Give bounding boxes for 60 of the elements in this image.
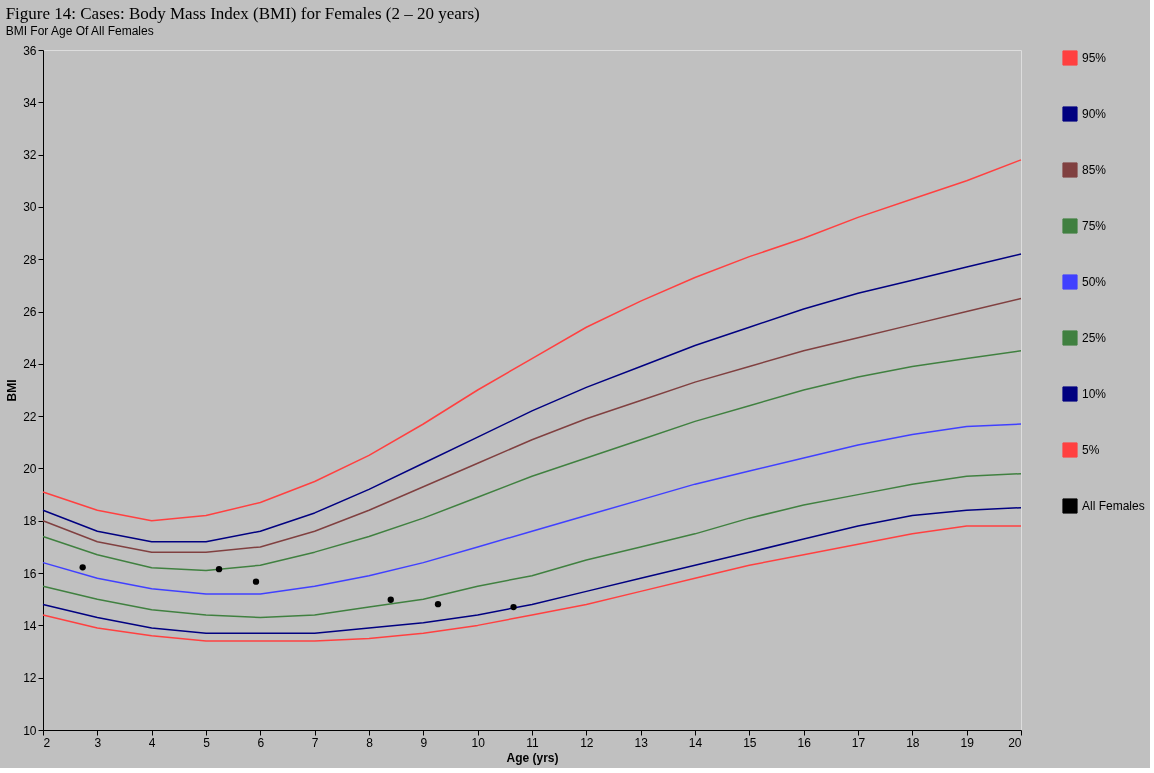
line-series xyxy=(42,423,1022,595)
y-tick-label: 20 xyxy=(23,461,37,476)
line-series xyxy=(42,350,1022,572)
x-tick-label: 18 xyxy=(906,735,920,750)
line-series xyxy=(42,472,1022,619)
y-tick-label: 26 xyxy=(23,305,37,320)
y-tick-label: 24 xyxy=(23,357,37,372)
legend-label: 5% xyxy=(1082,443,1100,457)
y-tick-label: 18 xyxy=(23,514,37,529)
x-tick-label: 4 xyxy=(148,735,156,750)
x-tick-label: 9 xyxy=(420,735,428,750)
point xyxy=(387,596,394,603)
legend-label: 90% xyxy=(1082,107,1107,121)
legend-label: 75% xyxy=(1082,219,1107,233)
y-tick-label: 14 xyxy=(23,618,37,633)
point xyxy=(252,578,260,585)
y-tick-label: 32 xyxy=(23,148,37,163)
x-tick-label: 16 xyxy=(797,735,812,750)
x-tick-label: 3 xyxy=(94,735,102,750)
y-tick-label: 28 xyxy=(23,252,37,267)
x-tick-label: 14 xyxy=(688,735,703,750)
x-tick-label: 12 xyxy=(580,735,594,750)
x-tick-label: 2 xyxy=(43,735,51,750)
line-series xyxy=(42,297,1022,553)
legend-label: All Females xyxy=(1082,499,1145,513)
line-series xyxy=(42,506,1022,634)
x-tick-label: 20 xyxy=(1008,735,1022,750)
legend-label: 85% xyxy=(1082,163,1107,177)
x-tick-label: 17 xyxy=(851,735,866,750)
chart-title: Figure 14: Cases: Body Mass Index (BMI) for Females (2 – 20 years) xyxy=(5,4,480,23)
y-tick-label: 16 xyxy=(23,566,37,581)
y-axis-title: BMI xyxy=(5,379,20,402)
y-tick-label: 12 xyxy=(23,671,37,686)
x-axis-title: Age (yrs) xyxy=(506,750,559,765)
x-tick-label: 8 xyxy=(366,735,374,750)
legend-label: 10% xyxy=(1082,387,1107,401)
x-tick-label: 15 xyxy=(743,735,757,750)
point xyxy=(510,603,517,611)
x-tick-label: 5 xyxy=(203,735,211,750)
line-series xyxy=(42,159,1022,522)
legend-label: 25% xyxy=(1082,331,1107,345)
x-tick-label: 13 xyxy=(634,735,649,750)
line-series xyxy=(42,253,1022,543)
y-tick-label: 22 xyxy=(23,409,37,424)
legend-label: 95% xyxy=(1082,51,1107,65)
x-tick-label: 6 xyxy=(257,735,265,750)
point xyxy=(434,601,442,608)
y-tick-label: 10 xyxy=(23,723,37,738)
y-tick-label: 34 xyxy=(23,95,37,110)
point xyxy=(215,566,223,573)
x-tick-label: 10 xyxy=(471,735,486,750)
point xyxy=(79,564,86,571)
x-tick-label: 7 xyxy=(311,735,319,750)
x-tick-label: 19 xyxy=(960,735,975,750)
chart-subtitle: BMI For Age Of All Females xyxy=(5,24,154,38)
y-tick-label: 30 xyxy=(23,200,37,215)
legend-label: 50% xyxy=(1082,275,1107,289)
x-tick-label: 11 xyxy=(526,735,540,750)
y-tick-label: 36 xyxy=(23,43,37,58)
line-series xyxy=(42,525,1022,642)
